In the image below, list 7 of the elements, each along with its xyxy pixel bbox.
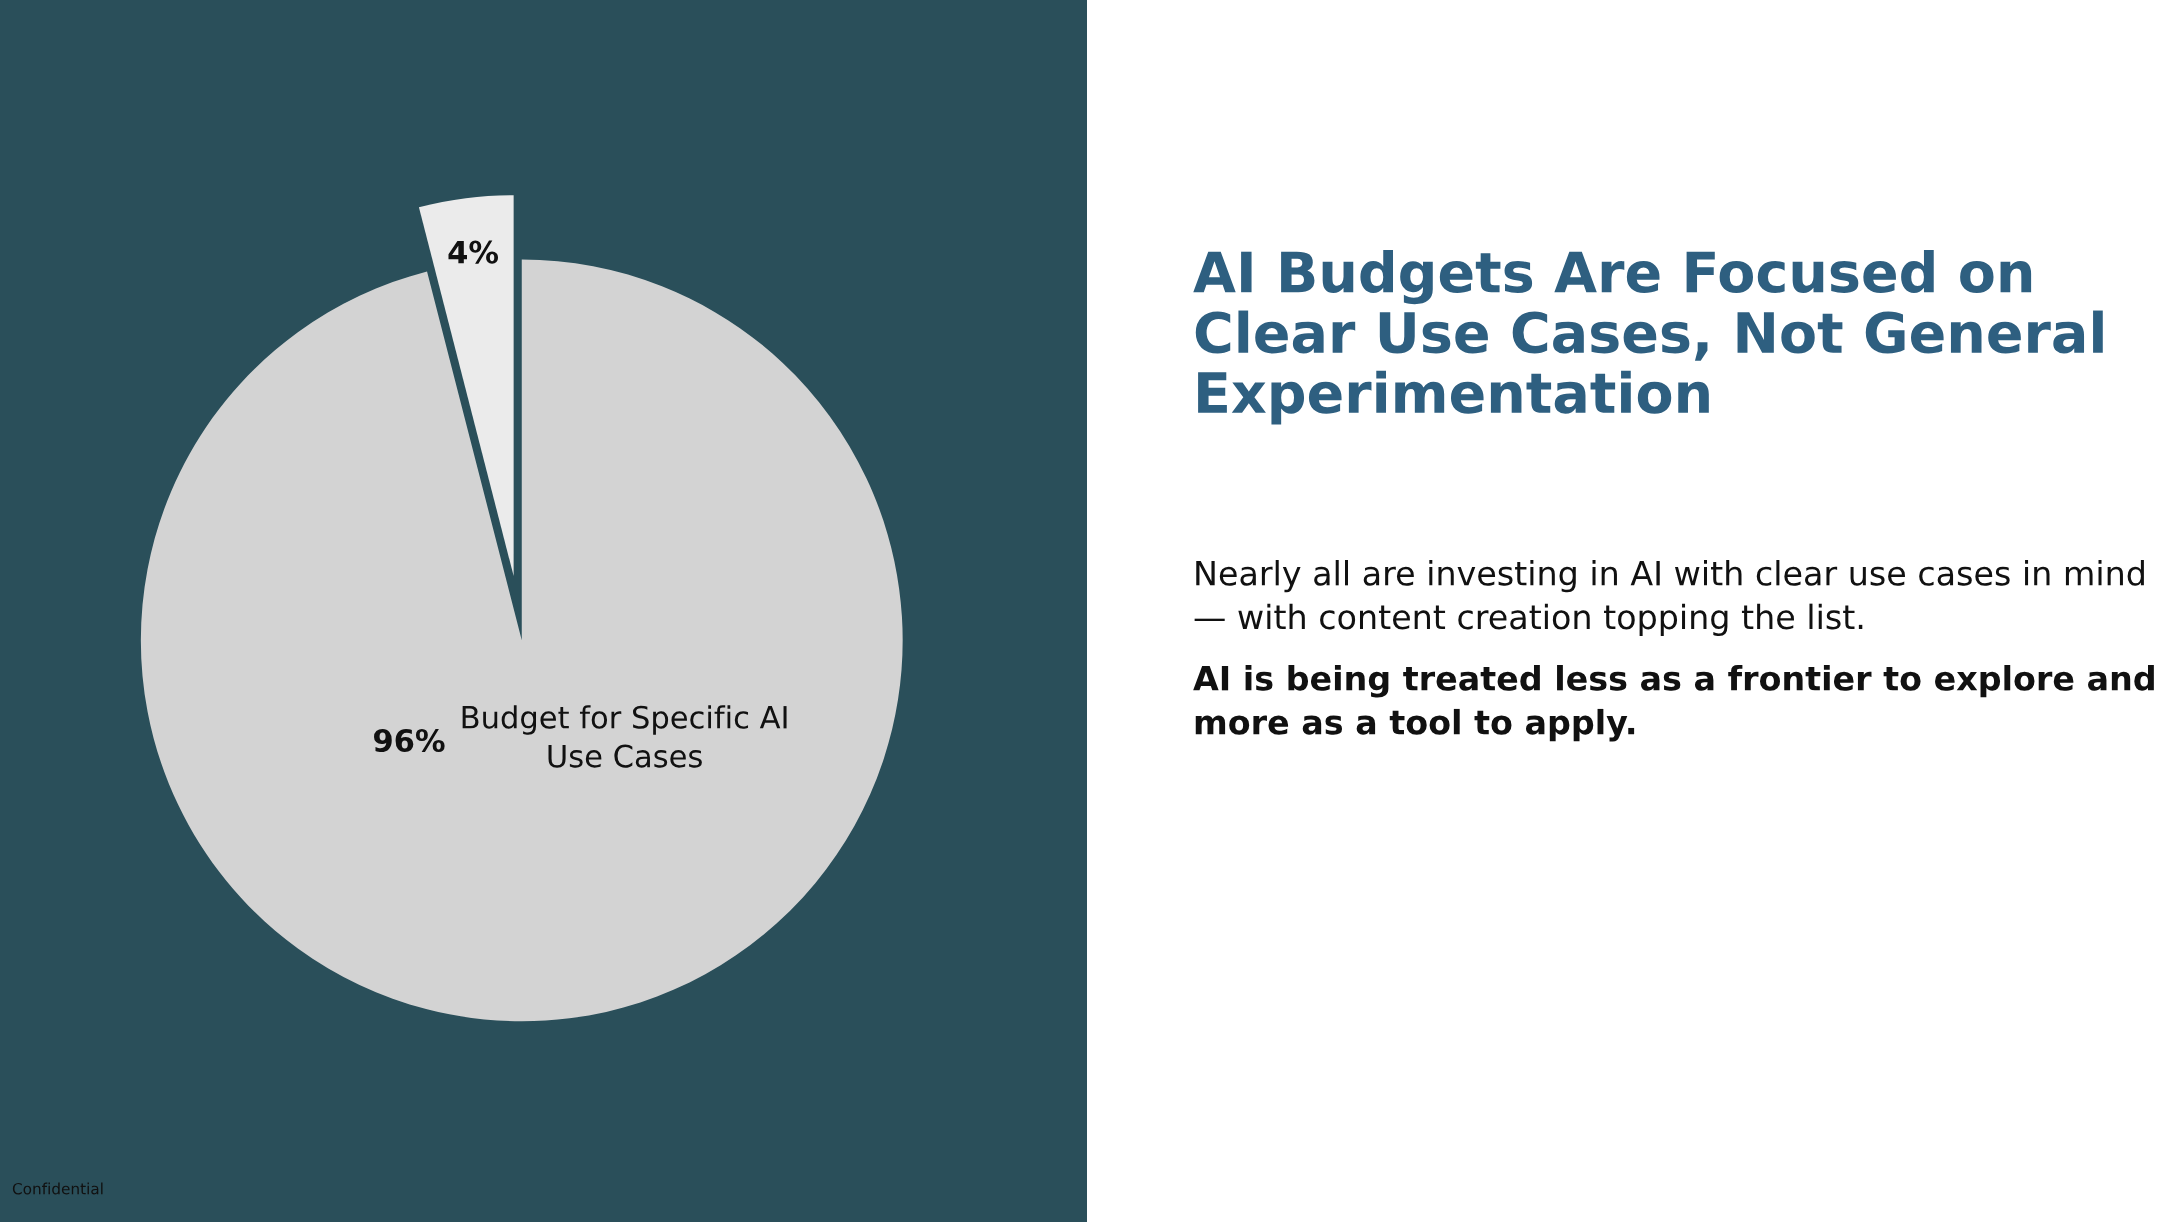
slice-label: Budget for Specific AI Use Cases	[462, 705, 787, 768]
data-label: 96%	[374, 728, 445, 753]
text: AI Budgets Are Focused on Clear Use Cases, Not General Experimentation	[1193, 250, 2103, 425]
data-label: 4%	[448, 240, 499, 264]
text: Confidential	[12, 1182, 103, 1195]
text: AI is being treated less as a frontier to explore and more as a tool to apply.	[1193, 665, 2154, 742]
text: Nearly all are investing in AI with clear use cases in mind — with content creation topping the list.	[1194, 560, 2144, 636]
